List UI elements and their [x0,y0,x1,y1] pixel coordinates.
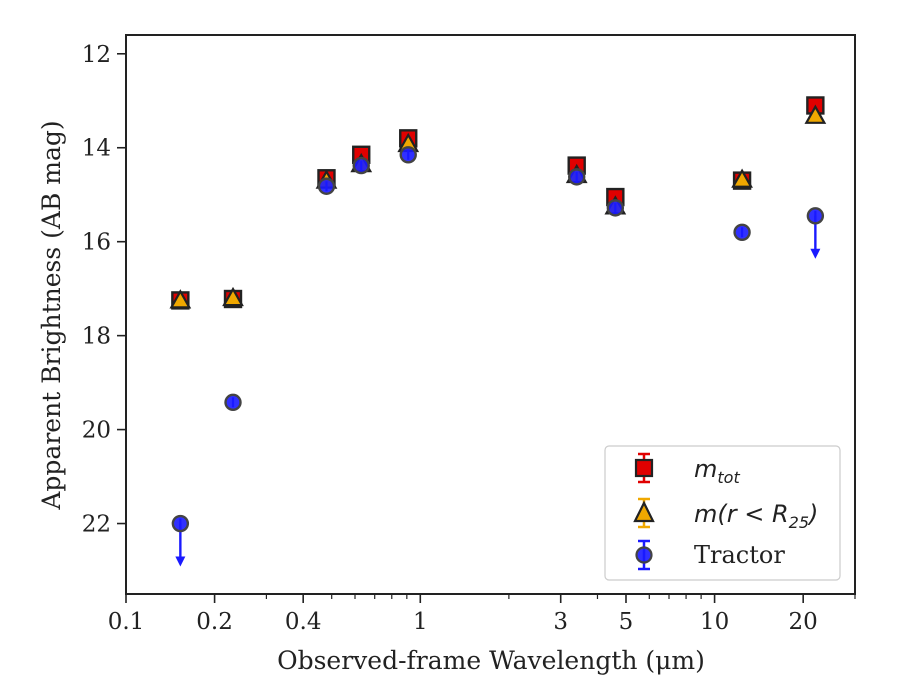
y-axis-label: Apparent Brightness (AB mag) [37,120,66,510]
tractor-upper-limit-head [175,556,186,567]
tractor-point [568,168,586,186]
x-tick-label: 5 [619,609,634,635]
mr25-point [169,289,192,309]
mr25-point [731,168,753,188]
legend-box [604,445,841,581]
x-tick-label: 0.1 [108,609,145,635]
legend-label-mr-suffix: ) [807,500,818,528]
legend: mtot m(r < R25) Tractor [604,445,841,581]
mr25-point [222,286,244,307]
y-tick-label: 16 [82,230,111,256]
x-tick-label: 3 [553,609,568,635]
x-axis-label: Observed-frame Wavelength (μm) [277,646,705,675]
legend-marker-mr [633,497,655,529]
tractor-upper-limit-head [810,248,821,259]
tractor-point [171,514,190,533]
legend-label-mtot-sub: tot [717,468,740,487]
tractor-point [733,223,751,241]
mr25-point [804,104,827,124]
y-tick-label: 14 [82,136,111,162]
plot-frame [125,34,856,595]
legend-label-mr-sub: 25 [789,513,809,532]
tractor-point [806,207,825,225]
tractor-point [399,146,417,164]
y-tick-label: 20 [82,418,111,444]
tractor-point [224,393,242,412]
tractor-point [606,199,625,217]
tractor-point [352,156,370,175]
x-tick-label: 10 [700,609,729,635]
x-tick-label: 0.2 [196,609,233,635]
y-tick-label: 22 [82,512,111,538]
x-tick-label: 20 [789,609,818,635]
y-tick-label: 18 [82,324,111,350]
legend-label-mtot: m [694,455,717,483]
legend-marker-tractor [635,539,653,571]
tractor-point [317,177,336,195]
y-tick-label: 12 [82,42,111,68]
x-tick-label: 1 [413,609,428,635]
svg-text:m(r < R25): m(r < R25) [694,500,818,532]
legend-marker-mtot [634,452,654,484]
legend-label-tractor: Tractor [694,541,785,569]
svg-text:mtot: mtot [694,455,740,487]
x-tick-label: 0.4 [285,609,322,635]
legend-label-mr-prefix: m(r < R [694,500,789,528]
